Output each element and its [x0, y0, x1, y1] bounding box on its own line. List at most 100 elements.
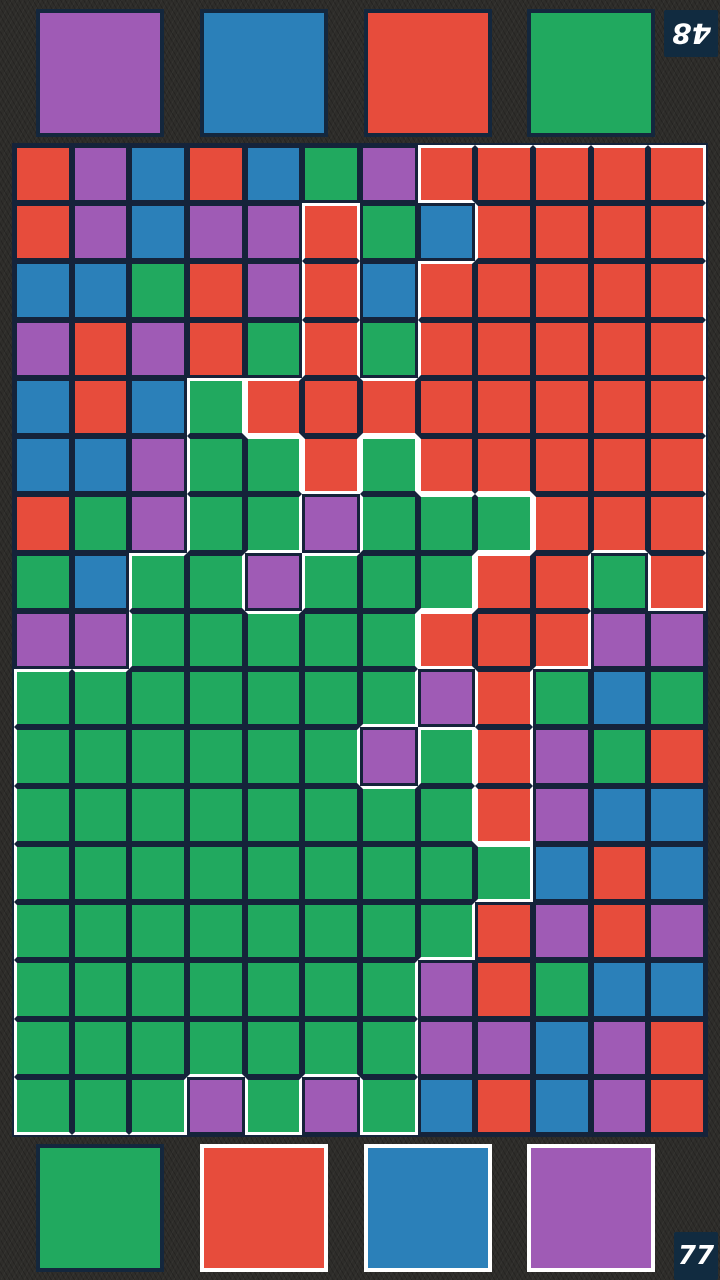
board-cell-r12c3 — [129, 785, 187, 844]
board-cell-r7c6 — [302, 494, 360, 553]
board-cell-r12c10 — [533, 785, 591, 844]
board-cell-r2c2 — [71, 203, 130, 262]
board-cell-r4c6 — [302, 319, 360, 378]
board-cell-r1c1 — [14, 145, 72, 204]
board-cell-r14c4 — [187, 902, 245, 961]
board-cell-r10c8 — [417, 669, 476, 728]
board-cell-r1c4 — [187, 145, 245, 204]
board-cell-r17c1 — [14, 1076, 72, 1135]
board-cell-r8c11 — [590, 552, 649, 611]
board-cell-r8c2 — [71, 552, 130, 611]
board-cell-r7c9 — [475, 494, 533, 553]
board-cell-r14c6 — [302, 902, 360, 961]
board-cell-r2c3 — [129, 203, 187, 262]
board-cell-r13c6 — [302, 843, 360, 903]
board-cell-r6c7 — [360, 436, 418, 495]
board-cell-r5c7 — [360, 377, 418, 437]
board-cell-r2c8 — [417, 203, 476, 262]
board-cell-r8c8 — [417, 552, 476, 611]
board-cell-r9c5 — [244, 610, 303, 670]
board-cell-r11c5 — [244, 727, 303, 786]
board-cell-r15c7 — [360, 960, 418, 1019]
board-cell-r15c10 — [533, 960, 591, 1019]
board-cell-r15c3 — [129, 960, 187, 1019]
game-board — [12, 143, 708, 1137]
board-cell-r14c9 — [475, 902, 533, 961]
board-cell-r17c9 — [475, 1076, 533, 1135]
board-cell-r5c5 — [244, 377, 303, 437]
board-cell-r1c5 — [244, 145, 303, 204]
board-cell-r16c8 — [417, 1018, 476, 1077]
board-cell-r16c7 — [360, 1018, 418, 1077]
board-cell-r15c4 — [187, 960, 245, 1019]
top-swatch-red[interactable] — [364, 9, 492, 137]
board-cell-r1c7 — [360, 145, 418, 204]
board-cell-r8c9 — [475, 552, 533, 611]
board-cell-r13c8 — [417, 843, 476, 903]
board-cell-r10c1 — [14, 669, 72, 728]
bottom-swatch-red[interactable] — [200, 1144, 328, 1272]
board-cell-r1c6 — [302, 145, 360, 204]
board-cell-r1c12 — [648, 145, 706, 204]
board-cell-r14c7 — [360, 902, 418, 961]
board-cell-r3c3 — [129, 261, 187, 320]
board-cell-r9c4 — [187, 610, 245, 670]
board-cell-r13c5 — [244, 843, 303, 903]
board-cell-r9c9 — [475, 610, 533, 670]
bottom-swatch-blue[interactable] — [364, 1144, 492, 1272]
board-cell-r4c9 — [475, 319, 533, 378]
board-cell-r7c11 — [590, 494, 649, 553]
board-cell-r13c4 — [187, 843, 245, 903]
board-cell-r9c11 — [590, 610, 649, 670]
board-cell-r17c4 — [187, 1076, 245, 1135]
board-cell-r9c1 — [14, 610, 72, 670]
board-cell-r14c1 — [14, 902, 72, 961]
board-cell-r11c4 — [187, 727, 245, 786]
board-cell-r2c4 — [187, 203, 245, 262]
board-cell-r7c12 — [648, 494, 706, 553]
top-score-badge: 48 — [664, 10, 718, 57]
board-cell-r13c12 — [648, 843, 706, 903]
board-cell-r16c3 — [129, 1018, 187, 1077]
top-swatch-purple[interactable] — [36, 9, 164, 137]
board-cell-r3c5 — [244, 261, 303, 320]
board-cell-r7c7 — [360, 494, 418, 553]
board-cell-r5c11 — [590, 377, 649, 437]
board-cell-r6c11 — [590, 436, 649, 495]
board-cell-r7c1 — [14, 494, 72, 553]
board-cell-r14c2 — [71, 902, 130, 961]
board-cell-r4c2 — [71, 319, 130, 378]
board-cell-r11c11 — [590, 727, 649, 786]
board-cell-r2c1 — [14, 203, 72, 262]
top-swatch-blue[interactable] — [200, 9, 328, 137]
board-cell-r15c11 — [590, 960, 649, 1019]
bottom-score-badge: 77 — [674, 1232, 718, 1280]
board-cell-r13c10 — [533, 843, 591, 903]
top-swatch-green[interactable] — [527, 9, 655, 137]
bottom-swatch-purple[interactable] — [527, 1144, 655, 1272]
board-cell-r17c6 — [302, 1076, 360, 1135]
board-cell-r5c6 — [302, 377, 360, 437]
board-cell-r10c2 — [71, 669, 130, 728]
board-cell-r3c2 — [71, 261, 130, 320]
board-cell-r16c6 — [302, 1018, 360, 1077]
board-cell-r16c11 — [590, 1018, 649, 1077]
board-cell-r11c9 — [475, 727, 533, 786]
bottom-swatch-green[interactable] — [36, 1144, 164, 1272]
board-cell-r3c4 — [187, 261, 245, 320]
board-cell-r16c4 — [187, 1018, 245, 1077]
board-cell-r10c4 — [187, 669, 245, 728]
board-cell-r4c7 — [360, 319, 418, 378]
board-cell-r1c8 — [417, 145, 476, 204]
board-cell-r17c10 — [533, 1076, 591, 1135]
board-cell-r15c6 — [302, 960, 360, 1019]
board-cell-r6c9 — [475, 436, 533, 495]
board-cell-r7c8 — [417, 494, 476, 553]
board-cell-r12c8 — [417, 785, 476, 844]
board-cell-r3c1 — [14, 261, 72, 320]
board-cell-r8c7 — [360, 552, 418, 611]
board-cell-r8c10 — [533, 552, 591, 611]
board-cell-r7c5 — [244, 494, 303, 553]
board-cell-r11c8 — [417, 727, 476, 786]
